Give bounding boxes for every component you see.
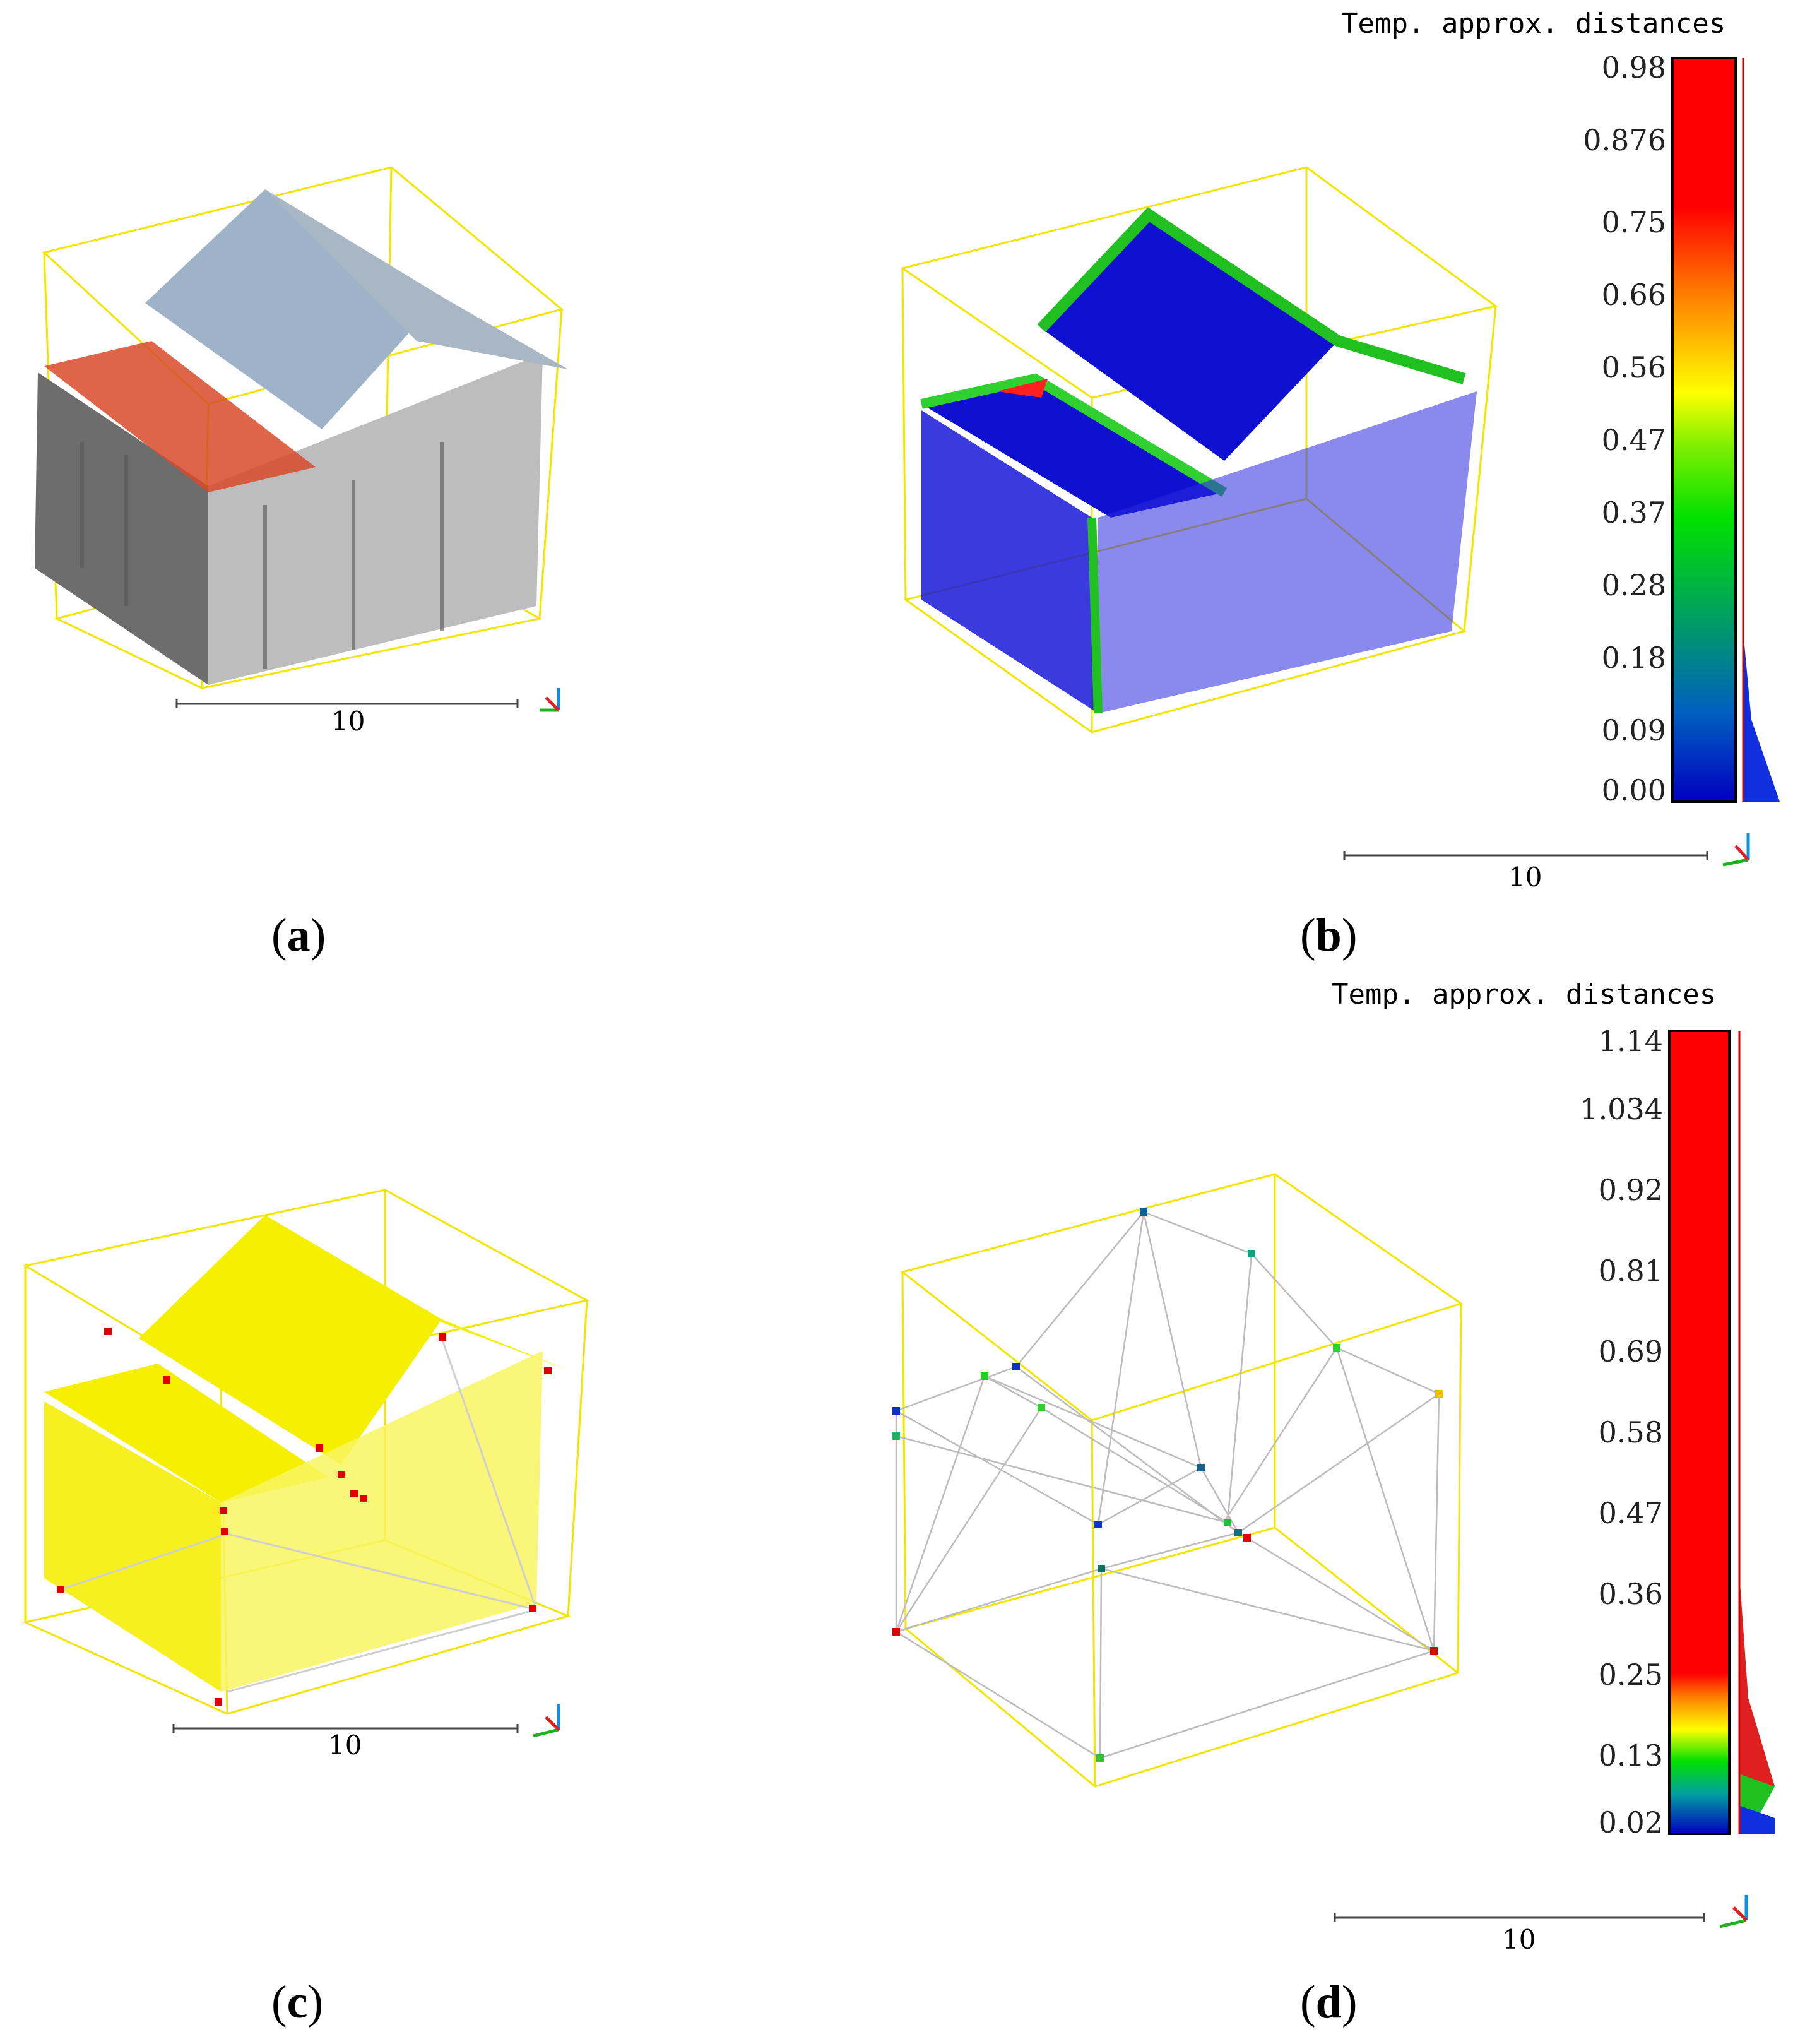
colorbar-tick: 0.47 — [1598, 1496, 1663, 1530]
scale-bar — [172, 1724, 519, 1733]
flat-roof — [921, 379, 1224, 518]
colorbar-d — [1668, 1030, 1731, 1835]
colorbar-tick: 0.28 — [1601, 568, 1666, 602]
wall-texture — [80, 442, 444, 669]
scale-label: 10 — [1508, 862, 1542, 893]
panel-c: 10 (c) — [0, 972, 884, 2044]
bounding-box — [900, 1173, 1464, 1788]
colorbar-title: Temp. approx. distances — [1332, 978, 1717, 1011]
colorbar-tick: 1.14 — [1598, 1024, 1663, 1058]
panel-a-pointcloud — [35, 166, 568, 712]
colorbar-tick: 0.98 — [1601, 51, 1666, 85]
flat-roof — [44, 1364, 328, 1502]
wall-front — [221, 1351, 543, 1692]
keypoints — [57, 1328, 552, 1706]
caption-c: (c) — [271, 1976, 324, 2028]
wall-front — [1098, 391, 1477, 713]
colorbar-tick: 0.92 — [1598, 1173, 1663, 1207]
flat-roof-edge-green — [920, 373, 1228, 497]
scale-bar — [1334, 1913, 1705, 1922]
scale-bar — [1343, 851, 1708, 860]
colorbar-tick: 1.034 — [1580, 1092, 1663, 1126]
caption-b: (b) — [1300, 910, 1358, 961]
colorbar-title: Temp. approx. distances — [1341, 8, 1726, 40]
colorbar-tick: 0.13 — [1598, 1738, 1663, 1773]
colorbar-tick: 0.47 — [1601, 423, 1666, 457]
colorbar-tick: 0.37 — [1601, 496, 1666, 530]
scale-bar — [175, 699, 519, 708]
keypoints — [892, 1208, 1443, 1762]
wall-left — [921, 410, 1098, 713]
colorbar-tick: 0.00 — [1601, 773, 1666, 807]
panel-d-wireframe — [892, 1030, 1775, 1928]
axis-triad — [1719, 1895, 1748, 1928]
scale-label: 10 — [331, 706, 365, 737]
colorbar-tick: 0.25 — [1598, 1658, 1663, 1692]
axis-triad — [1722, 833, 1750, 867]
panel-a: 10 (a) — [0, 0, 884, 972]
roof-edge-green — [1037, 207, 1466, 384]
colorbar-histogram — [1743, 631, 1780, 802]
gable-roof — [139, 1215, 442, 1465]
colorbar-tick: 0.09 — [1601, 713, 1666, 747]
gable-roof-right — [265, 189, 568, 369]
colorbar-tick: 0.69 — [1598, 1334, 1663, 1369]
colorbar-tick: 0.66 — [1601, 278, 1666, 312]
flat-roof-red — [44, 341, 316, 492]
scale-label: 10 — [328, 1730, 362, 1761]
colorbar-tick: 0.58 — [1598, 1415, 1663, 1449]
colorbar-tick: 0.18 — [1601, 641, 1666, 675]
wall-left — [44, 1401, 221, 1692]
colorbar-tick: 0.56 — [1601, 350, 1666, 384]
house-wall-front — [208, 354, 543, 685]
panel-d: Temp. approx. distances 1.14 1.034 0.92 … — [884, 972, 1793, 2044]
scale-label: 10 — [1502, 1924, 1536, 1955]
panel-c-pointcloud — [22, 1189, 590, 1738]
gable-roof — [145, 189, 442, 429]
panel-b-pointcloud — [900, 57, 1780, 867]
colorbar-b — [1671, 57, 1737, 803]
panel-b: Temp. approx. distances 0.98 0.876 0.75 … — [884, 0, 1793, 972]
corner-edge-green — [1087, 517, 1103, 714]
house-wall-left — [35, 372, 208, 685]
colorbar-tick: 0.876 — [1583, 123, 1666, 157]
gable-roof — [1041, 215, 1338, 461]
colorbar-tick: 0.02 — [1598, 1805, 1663, 1839]
axis-triad — [533, 1704, 560, 1738]
colorbar-tick: 0.81 — [1598, 1254, 1663, 1288]
red-patch — [997, 379, 1048, 398]
wireframe-edges — [895, 1211, 1440, 1759]
colorbar-tick: 0.75 — [1601, 205, 1666, 239]
wireframe — [56, 1338, 538, 1693]
axis-triad — [540, 688, 560, 712]
caption-d: (d) — [1300, 1976, 1358, 2028]
caption-a: (a) — [271, 910, 326, 961]
colorbar-tick: 0.36 — [1598, 1577, 1663, 1611]
